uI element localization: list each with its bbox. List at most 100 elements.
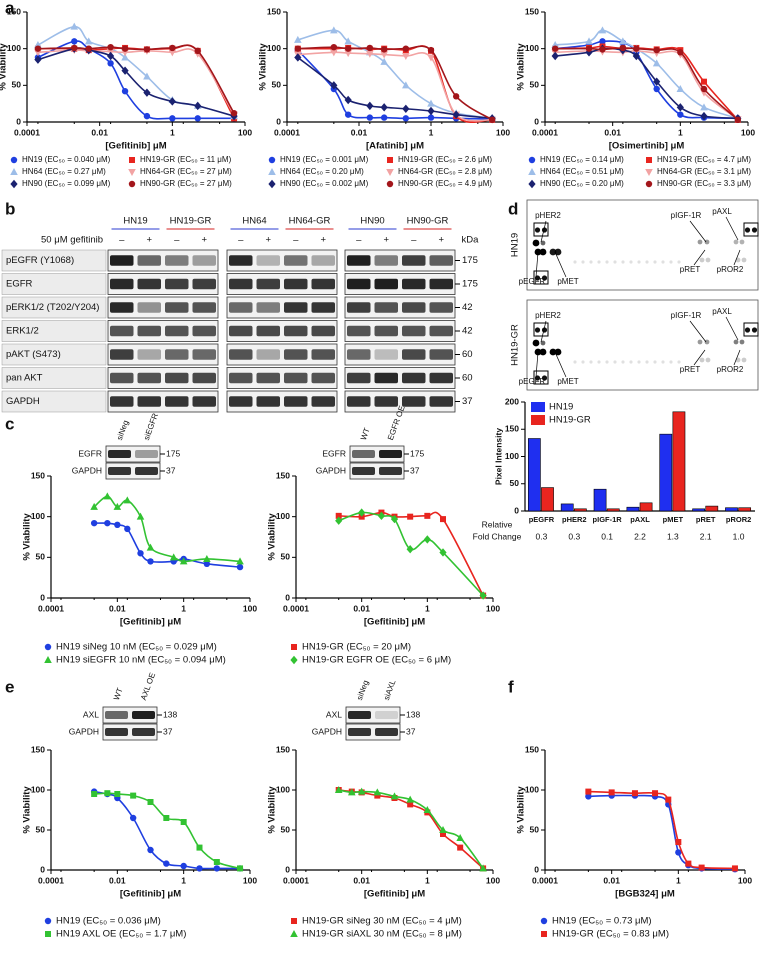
array-spot: [669, 260, 673, 264]
blot-band: [137, 349, 161, 360]
data-point: [402, 115, 410, 122]
blot-band: [132, 711, 155, 719]
legend-label: HN19-GR EGFR OE (EC₅₀ = 6 μM): [302, 655, 451, 666]
blot-band: [311, 396, 335, 407]
data-point: [585, 45, 593, 52]
array-spot: [699, 257, 705, 263]
array-spot: [597, 360, 601, 364]
blot-band: [347, 349, 371, 360]
treatment-sign: +: [146, 235, 152, 246]
array-spot: [573, 360, 577, 364]
y-tick-label: 50: [12, 80, 22, 90]
data-point: [121, 88, 129, 95]
data-point: [407, 513, 414, 520]
array-spot: [541, 275, 548, 281]
data-point: [585, 37, 593, 45]
treatment-sign: –: [356, 235, 362, 246]
data-point: [452, 93, 460, 100]
array-spot: [741, 357, 747, 363]
treatment-sign: –: [293, 235, 299, 246]
data-point: [439, 826, 447, 833]
blot-box: [226, 320, 338, 342]
x-tick-label: 1: [678, 127, 683, 137]
spot-label: pEGFR: [519, 377, 546, 386]
row-label: pan AKT: [6, 373, 43, 384]
data-point: [427, 46, 435, 54]
blot-box: [226, 296, 338, 319]
bar: [626, 506, 640, 512]
array-spot: [697, 239, 703, 245]
bar: [672, 411, 686, 512]
blot-band: [132, 728, 155, 736]
data-point: [675, 849, 682, 856]
data-point: [551, 45, 559, 52]
blot-band: [374, 372, 398, 384]
data-point: [196, 865, 203, 872]
blot-band: [429, 349, 453, 360]
blot-box: [226, 367, 338, 389]
y-tick-label: 50: [510, 478, 520, 488]
blot-box: [107, 367, 219, 389]
blot-box: [226, 390, 338, 413]
spot-label: pAXL: [712, 307, 732, 316]
blot-band: [311, 325, 335, 337]
data-point: [406, 545, 414, 554]
bar: [705, 505, 719, 512]
x-tick-label: pEGFR: [529, 515, 555, 524]
legend-label: HN19-GR (EC₅₀ = 20 μM): [302, 642, 411, 653]
treatment-sign: +: [438, 235, 444, 246]
data-point: [380, 103, 388, 112]
spot-pointer: [554, 351, 567, 378]
y-axis-label: % Viability: [258, 43, 269, 91]
fold-change: 0.1: [601, 531, 613, 541]
legend-label: HN19-GR: [549, 415, 591, 426]
blot-band: [429, 278, 453, 290]
blot-band: [110, 372, 134, 384]
blot-box: [226, 249, 338, 272]
blot-band: [429, 396, 453, 407]
reference-box: [743, 322, 759, 337]
legend-label: HN19-GR (EC₅₀ = 11 μM): [140, 155, 232, 164]
array-spot: [589, 360, 593, 364]
array-spot: [739, 239, 745, 245]
bar: [738, 507, 752, 512]
legend-marker: [541, 931, 547, 937]
spot-pointer: [689, 320, 707, 343]
data-point: [427, 99, 435, 107]
data-point: [143, 72, 151, 80]
blot-band: [347, 396, 371, 407]
blot-box: [226, 273, 338, 295]
y-tick-label: 50: [530, 824, 540, 834]
legend-label: HN19-GR (EC₅₀ = 2.6 μM): [398, 155, 492, 164]
array-spot: [733, 239, 739, 245]
data-point: [377, 511, 386, 521]
y-tick-label: 150: [31, 470, 45, 480]
legend-marker: [10, 168, 18, 175]
row-label: pAKT (S473): [6, 349, 61, 360]
blot-band: [284, 372, 308, 384]
spot-pointer: [733, 349, 741, 366]
data-point: [335, 512, 342, 519]
data-point: [230, 110, 238, 117]
legend-label: HN19: [549, 402, 573, 413]
data-point: [653, 77, 661, 86]
legend-marker: [45, 931, 51, 937]
fit-curve: [338, 789, 484, 869]
data-point: [194, 47, 201, 55]
blot-band: [135, 467, 158, 475]
data-point: [456, 834, 464, 841]
data-point: [179, 557, 188, 565]
blot-band: [348, 728, 371, 736]
legend-label: HN19 (EC₅₀ = 0.036 μM): [56, 916, 161, 927]
data-point: [676, 103, 684, 112]
legend-marker: [528, 179, 536, 189]
x-tick-label: 1: [170, 127, 175, 137]
data-point: [129, 814, 137, 822]
blot-band: [429, 255, 453, 266]
array-spot: [539, 248, 547, 256]
blot-band: [192, 372, 216, 384]
array-spot: [653, 360, 657, 364]
array-spot: [705, 357, 711, 363]
data-point: [107, 51, 115, 61]
data-point: [136, 512, 145, 520]
